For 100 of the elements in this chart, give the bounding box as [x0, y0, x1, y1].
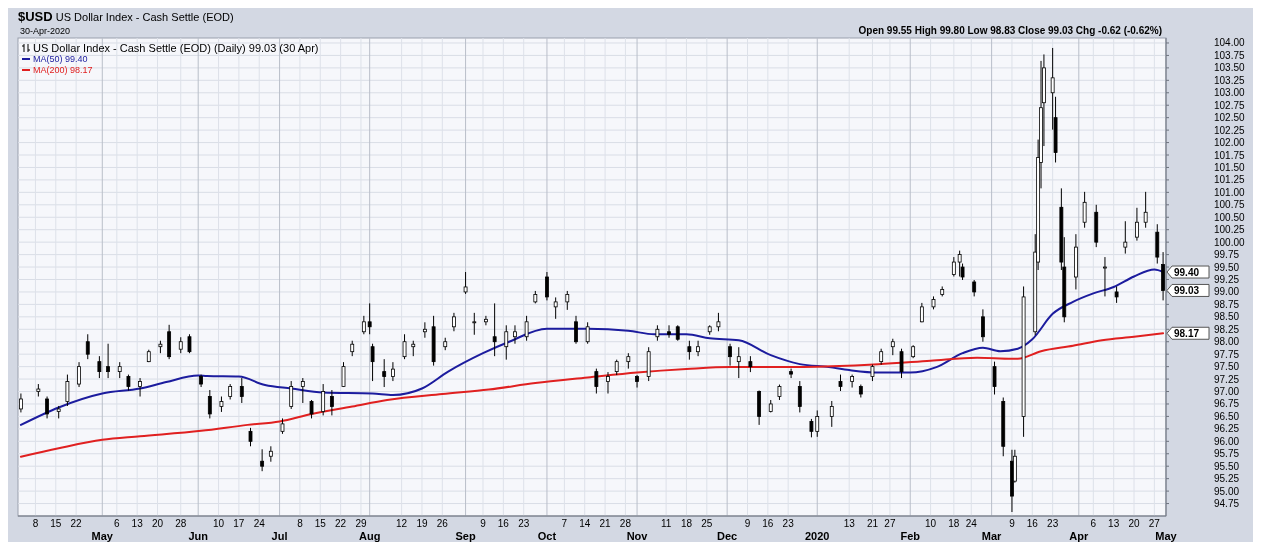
y-tick-label: 95.00	[1214, 485, 1240, 497]
candlestick	[367, 302, 372, 335]
x2-tick-label: Mar	[981, 530, 1003, 542]
candlestick	[329, 389, 334, 416]
candlestick	[789, 368, 793, 379]
x2-tick-label: Oct	[537, 530, 557, 542]
candlestick	[452, 312, 456, 332]
x-tick-label: 17	[233, 518, 245, 529]
candlestick	[594, 368, 599, 395]
y-tick-label: 98.75	[1214, 298, 1240, 310]
y-tick-label: 98.00	[1214, 336, 1240, 348]
y-tick-label: 96.25	[1214, 423, 1240, 435]
candlestick	[463, 271, 468, 295]
candlestick	[667, 324, 671, 339]
x-tick-label: 8	[297, 518, 304, 529]
candlestick	[1143, 191, 1148, 229]
x-tick-label: 15	[314, 518, 327, 529]
candlestick	[829, 400, 834, 428]
y-tick-label: 102.00	[1214, 137, 1246, 149]
y-tick-label: 102.75	[1214, 99, 1246, 111]
y-tick-label: 103.75	[1214, 49, 1246, 61]
y-tick-label: 101.25	[1214, 174, 1246, 186]
y-tick-label: 97.25	[1214, 373, 1240, 385]
x-tick-label: 16	[762, 518, 774, 529]
candlestick	[574, 315, 578, 345]
x2-tick-label: Aug	[358, 530, 381, 542]
y-tick-label: 100.50	[1214, 211, 1246, 223]
annotation: 99.03	[1174, 284, 1200, 296]
y-tick-label: 99.75	[1214, 249, 1240, 261]
candlestick	[850, 374, 855, 389]
candlestick	[504, 324, 509, 361]
x-tick-label: 9	[1009, 518, 1016, 529]
candlestick	[606, 371, 610, 395]
x-tick-label: 10	[925, 518, 937, 529]
candlestick	[321, 383, 326, 416]
candlestick	[370, 343, 375, 382]
candlestick	[187, 333, 192, 354]
candlestick	[1082, 191, 1087, 229]
legend-label: US Dollar Index - Cash Settle (EOD) (Daily) 99.03 (30 Apr)	[33, 41, 319, 54]
x-tick-label: 27	[884, 518, 896, 529]
candlestick	[138, 377, 142, 397]
x-tick-label: 23	[518, 518, 530, 529]
y-tick-label: 101.50	[1214, 161, 1246, 173]
candlestick	[565, 290, 570, 311]
candlestick	[422, 321, 427, 339]
candlestick	[585, 321, 590, 345]
chart-title: $USD US Dollar Index - Cash Settle (EOD)	[18, 9, 234, 24]
y-tick-label: 94.75	[1214, 498, 1240, 510]
y-tick-label: 97.50	[1214, 361, 1240, 373]
y-tick-label: 99.50	[1214, 261, 1240, 273]
x-tick-label: 13	[1108, 518, 1120, 529]
price-tag: 99.03	[1166, 283, 1210, 297]
x2-tick-label: Nov	[626, 530, 649, 542]
y-tick-label: 101.00	[1214, 186, 1246, 198]
y-tick-label: 100.25	[1214, 224, 1246, 236]
x-tick-label: 10	[212, 518, 225, 529]
y-tick-label: 95.75	[1214, 448, 1240, 460]
y-tick-label: 103.25	[1214, 74, 1246, 86]
x-tick-label: 19	[416, 518, 428, 529]
x-tick-label: 22	[70, 518, 83, 529]
candlestick	[1103, 256, 1107, 297]
x-tick-label: 28	[619, 518, 632, 529]
x-tick-label: 8	[32, 518, 39, 529]
x-tick-label: 29	[355, 518, 367, 529]
candlestick	[472, 312, 477, 336]
y-tick-label: 103.00	[1214, 87, 1246, 99]
x2-tick-label: May	[91, 530, 114, 542]
x-tick-label: 11	[660, 518, 672, 529]
candlestick	[899, 348, 904, 379]
candlestick	[361, 315, 366, 335]
x-tick-label: 16	[497, 518, 510, 529]
annotation: 99.40	[1174, 266, 1200, 278]
x-tick-label: 21	[599, 518, 612, 529]
x-tick-label: 16	[1026, 518, 1039, 529]
candlestick	[492, 302, 497, 357]
y-tick-label: 102.50	[1214, 112, 1246, 124]
x-tick-label: 18	[680, 518, 693, 529]
x-tick-label: 21	[866, 518, 879, 529]
y-tick-label: 99.25	[1214, 273, 1240, 285]
y-tick-label: 102.25	[1214, 124, 1246, 136]
candlestick	[85, 333, 90, 360]
y-tick-label: 98.50	[1214, 311, 1240, 323]
text: Open 99.55 High 99.80 Low 98.83 Close 99.03 Chg -0.62 (-0.62%)	[858, 25, 1162, 36]
x-tick-label: 6	[114, 518, 121, 529]
x-tick-label: 23	[1047, 518, 1059, 529]
candlestick	[1135, 207, 1139, 242]
x-tick-label: 13	[843, 518, 856, 529]
x-tick-label: 20	[151, 518, 164, 529]
x2-tick-label: 2020	[805, 530, 830, 542]
x-tick-label: 18	[948, 518, 960, 529]
candlestick	[309, 399, 314, 419]
x2-tick-label: Sep	[455, 530, 476, 542]
y-tick-label: 96.75	[1214, 398, 1240, 410]
candlestick	[736, 346, 741, 379]
candlestick	[260, 448, 265, 472]
candlestick	[97, 355, 102, 379]
x-tick-label: 22	[335, 518, 347, 529]
x-tick-label: 9	[480, 518, 487, 529]
x2-tick-label: Feb	[900, 530, 921, 542]
y-tick-label: 99.00	[1214, 286, 1240, 298]
